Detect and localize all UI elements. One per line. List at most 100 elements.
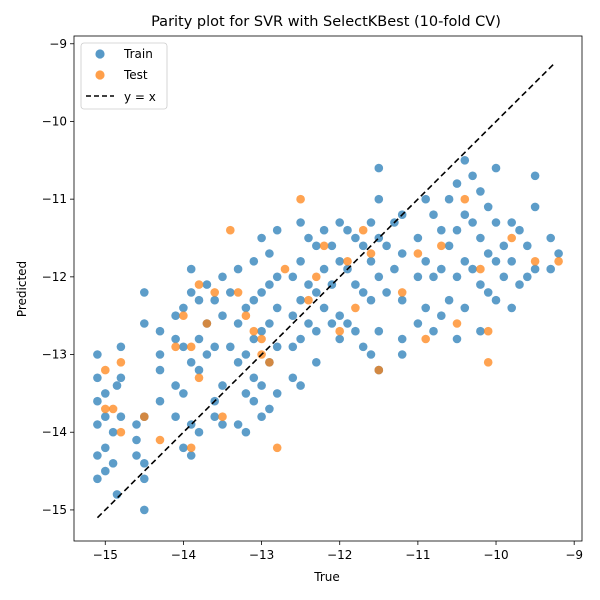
train-point (460, 257, 470, 266)
train-point (319, 303, 329, 313)
train-point (116, 412, 126, 422)
train-point (93, 350, 102, 359)
train-point (265, 280, 274, 289)
test-point (155, 435, 165, 445)
test-point (437, 241, 446, 251)
train-point (429, 272, 438, 282)
y-tick-label: −11 (42, 192, 67, 206)
train-point (140, 459, 149, 468)
train-point (155, 350, 165, 359)
train-point (155, 365, 165, 375)
test-point (374, 365, 384, 375)
test-point (241, 311, 251, 321)
train-point (93, 373, 102, 383)
train-point (257, 288, 266, 297)
x-tick-label: −15 (93, 548, 118, 562)
train-point (374, 272, 384, 282)
test-point (335, 326, 345, 336)
train-point (194, 334, 204, 344)
train-point (210, 412, 219, 422)
train-point (233, 420, 243, 429)
test-point (358, 225, 368, 235)
train-point (296, 381, 305, 390)
train-point (476, 280, 485, 289)
train-point (93, 396, 102, 406)
x-tick-label: −12 (327, 548, 352, 562)
test-point (101, 365, 110, 375)
y-tick-label: −14 (42, 425, 67, 439)
train-point (241, 389, 251, 398)
chart-title: Parity plot for SVR with SelectKBest (10… (151, 14, 501, 30)
train-point (421, 194, 431, 204)
train-point (186, 264, 196, 274)
train-point (210, 342, 219, 352)
train-point (374, 194, 384, 204)
test-point (413, 249, 423, 258)
train-point (515, 280, 524, 289)
train-point (335, 218, 345, 227)
train-point (444, 194, 454, 204)
train-point (397, 350, 407, 359)
train-point (249, 373, 259, 383)
train-point (343, 319, 352, 328)
train-point (194, 365, 204, 375)
train-point (476, 326, 485, 336)
train-point (116, 342, 126, 352)
y-axis: −15 −14 −13 −12 −11 −10 −9 (42, 37, 74, 517)
train-point (413, 319, 423, 328)
train-point (101, 443, 110, 453)
test-point (366, 249, 376, 258)
train-point (249, 334, 259, 344)
train-point (218, 381, 227, 390)
train-point (241, 303, 251, 313)
train-point (452, 225, 462, 235)
train-point (186, 451, 196, 460)
train-point (460, 210, 470, 219)
plot-area (93, 62, 563, 519)
train-point (296, 295, 305, 305)
train-point (335, 311, 345, 321)
train-point (546, 264, 555, 274)
train-point (351, 280, 360, 289)
train-point (421, 257, 431, 266)
train-point (444, 295, 454, 305)
train-point (140, 319, 149, 328)
train-point (288, 311, 298, 321)
legend: Train Test y = x (80, 42, 168, 110)
train-point (382, 288, 391, 297)
test-point (194, 280, 204, 289)
test-point (554, 257, 563, 266)
test-point (296, 194, 305, 204)
train-point (155, 396, 165, 406)
train-point (319, 264, 329, 274)
train-point (179, 303, 188, 313)
train-point (202, 280, 212, 289)
train-point (249, 295, 259, 305)
train-point (272, 303, 282, 313)
train-point (366, 257, 376, 266)
train-point (93, 420, 102, 429)
x-tick-label: −14 (171, 548, 196, 562)
train-point (507, 218, 516, 227)
train-point (265, 319, 274, 328)
y-axis-title: Predicted (15, 261, 29, 317)
legend-reference-label: y = x (124, 90, 156, 104)
train-point (155, 326, 165, 336)
train-point (132, 420, 141, 429)
train-point (171, 334, 180, 344)
test-point (304, 295, 313, 305)
train-point (171, 412, 180, 422)
train-point (483, 249, 493, 258)
train-point (319, 225, 329, 235)
train-point (460, 156, 470, 165)
train-point (288, 272, 298, 282)
train-point (140, 474, 149, 484)
train-point (226, 288, 235, 297)
train-point (304, 319, 313, 328)
test-point (202, 319, 212, 328)
train-point (491, 295, 501, 305)
test-point (179, 311, 188, 321)
test-point (421, 334, 431, 344)
train-point (468, 171, 477, 181)
train-point (413, 272, 423, 282)
